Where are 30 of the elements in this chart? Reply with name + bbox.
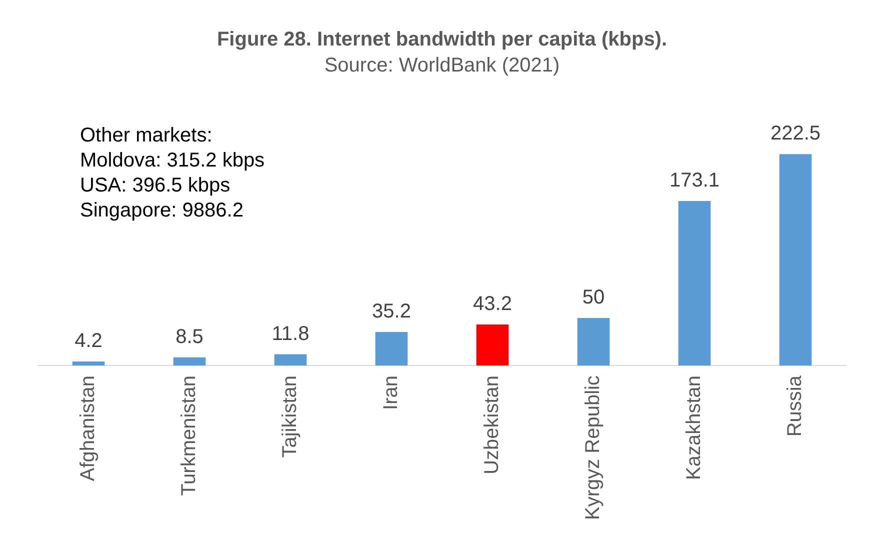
x-tick-label: Tajikistan (279, 376, 302, 458)
bar (72, 362, 105, 366)
annotation: Moldova: 315.2 kbps (80, 150, 265, 172)
data-label: 50 (582, 286, 605, 309)
chart-title: Figure 28. Internet bandwidth per capita (kbps). (216, 28, 668, 51)
x-tick-label: Russia (784, 374, 806, 437)
x-tick-label: Iran (380, 376, 402, 410)
data-label: 43.2 (473, 292, 512, 315)
bar (678, 201, 711, 366)
bar (173, 357, 206, 366)
bar (577, 318, 610, 366)
bar (375, 332, 408, 366)
data-label: 222.5 (770, 122, 821, 145)
x-tick-label: Afghanistan (77, 376, 100, 482)
annotation: Singapore: 9886.2 (80, 200, 244, 222)
x-tick-label: Kazakhstan (683, 376, 706, 480)
data-label: 8.5 (176, 326, 204, 348)
annotation: USA: 396.5 kbps (80, 174, 230, 197)
chart-subtitle: Source: WorldBank (2021) (324, 54, 560, 77)
x-tick-label: Turkmenistan (178, 376, 200, 496)
x-tick-label: Uzbekistan (481, 376, 504, 474)
bar (274, 354, 307, 366)
text: Other markets: (80, 124, 212, 147)
x-tick-label: Kyrgyz Republic (582, 376, 604, 520)
data-label: 11.8 (272, 322, 310, 345)
data-label: 4.2 (74, 330, 102, 352)
bar (476, 324, 509, 366)
data-label: 35.2 (372, 300, 411, 323)
data-label: 173.1 (669, 170, 720, 192)
bar (779, 154, 812, 366)
